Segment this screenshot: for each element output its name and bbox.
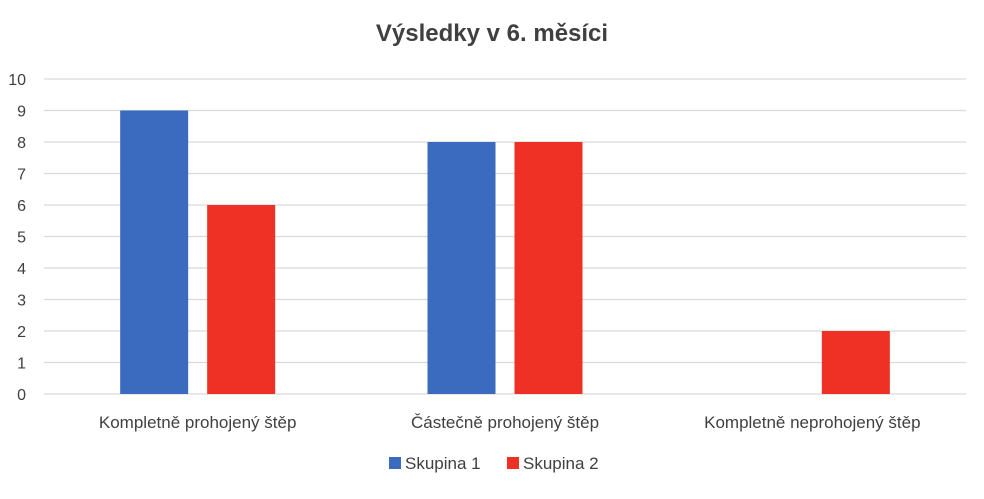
x-axis: Kompletně prohojený štěp Částečně prohoje… xyxy=(99,413,921,432)
chart-title: Výsledky v 6. měsíci xyxy=(376,20,608,47)
bar xyxy=(120,110,189,394)
y-tick-label: 3 xyxy=(17,293,26,310)
y-tick-label: 8 xyxy=(17,135,26,152)
legend-label: Skupina 2 xyxy=(523,454,599,473)
bar xyxy=(207,205,276,394)
y-axis: 0 1 2 3 4 5 6 7 8 9 10 xyxy=(8,72,26,404)
legend-swatch xyxy=(507,457,519,469)
bar xyxy=(821,331,890,394)
bars xyxy=(120,110,890,394)
bar xyxy=(514,142,583,394)
y-tick-label: 6 xyxy=(17,198,26,215)
legend-swatch xyxy=(389,457,401,469)
legend: Skupina 1 Skupina 2 xyxy=(389,454,599,473)
bar xyxy=(427,142,496,394)
y-tick-label: 2 xyxy=(17,324,26,341)
y-tick-label: 1 xyxy=(17,356,26,373)
y-tick-label: 5 xyxy=(17,230,26,247)
x-tick-label: Kompletně neprohojený štěp xyxy=(704,413,920,432)
y-tick-label: 4 xyxy=(17,261,26,278)
y-tick-label: 0 xyxy=(17,387,26,404)
y-tick-label: 7 xyxy=(17,167,26,184)
x-tick-label: Kompletně prohojený štěp xyxy=(99,413,297,432)
legend-label: Skupina 1 xyxy=(405,454,481,473)
x-tick-label: Částečně prohojený štěp xyxy=(411,413,599,432)
gridlines xyxy=(44,78,966,395)
y-tick-label: 10 xyxy=(8,72,26,89)
y-tick-label: 9 xyxy=(17,104,26,121)
